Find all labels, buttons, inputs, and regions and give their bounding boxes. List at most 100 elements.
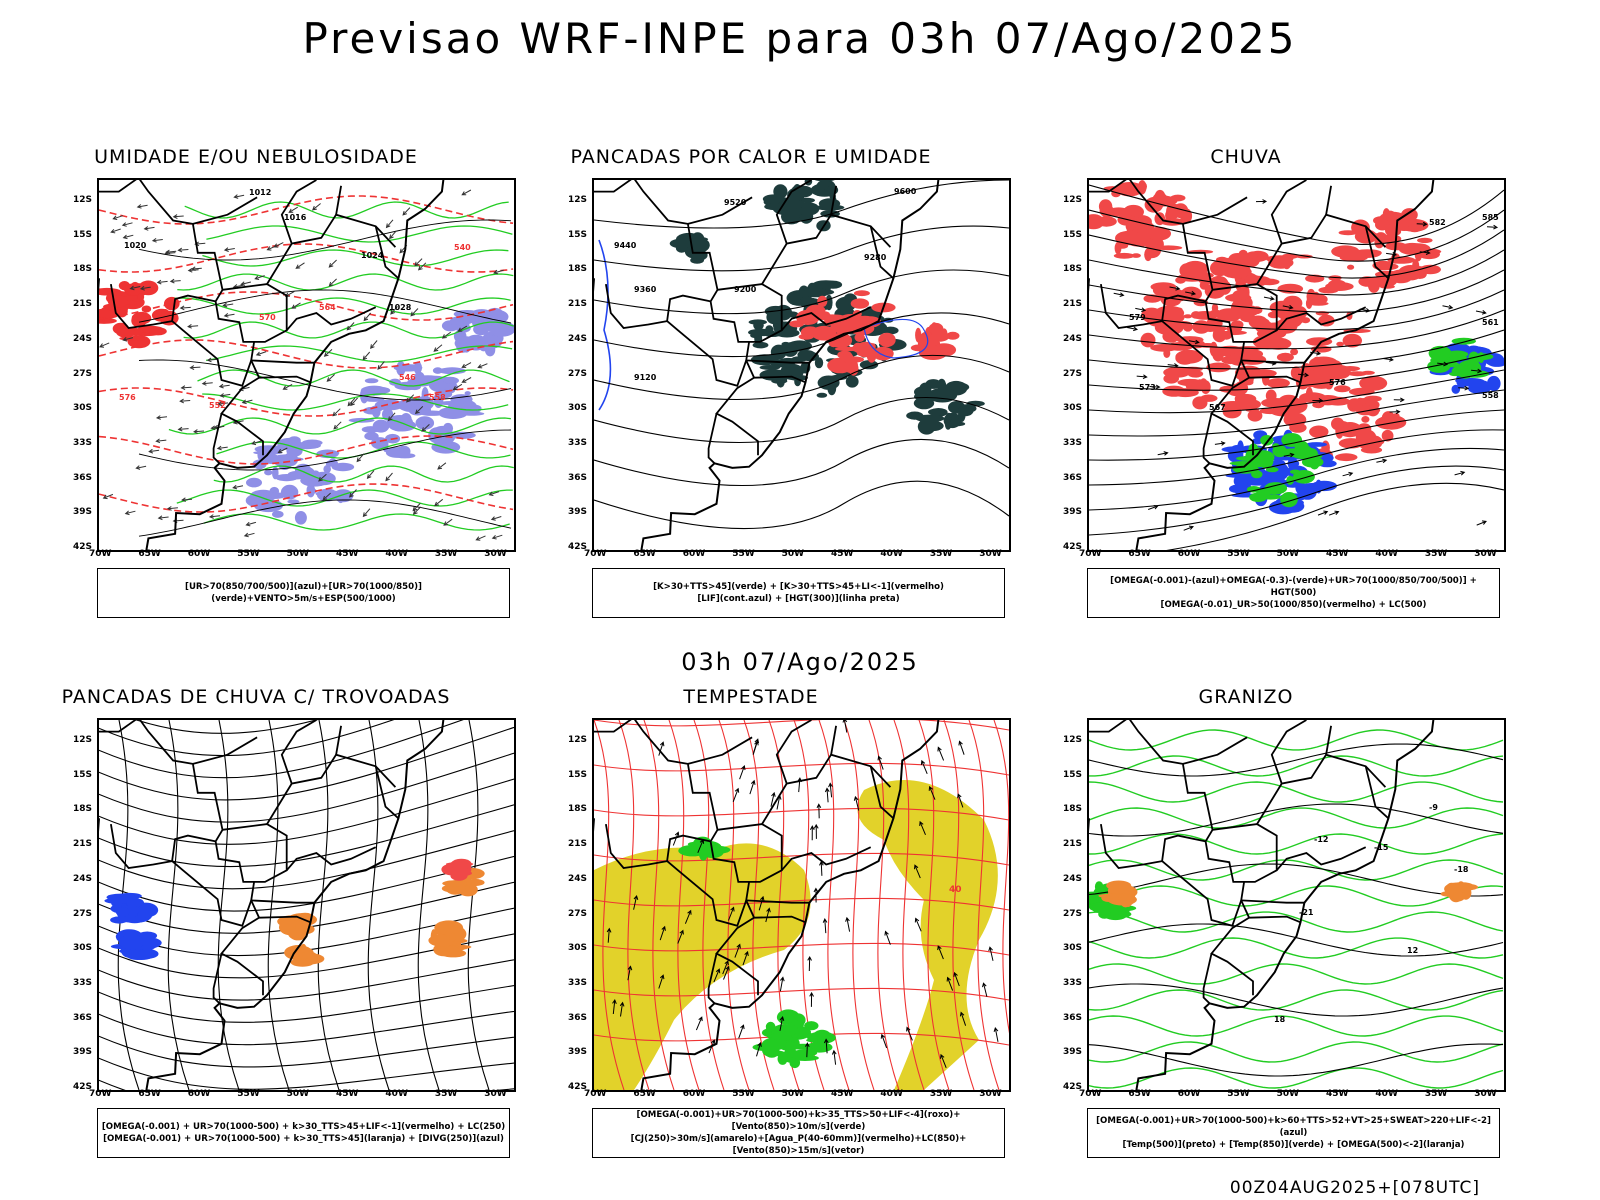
field-cell — [450, 316, 475, 325]
main-title: Previsao WRF-INPE para 03h 07/Ago/2025 — [302, 14, 1298, 63]
wind-vector — [362, 351, 371, 361]
lat-tick-label: 33S — [73, 437, 93, 448]
border-line — [717, 283, 783, 343]
field-cell — [1446, 882, 1457, 895]
border-line — [1276, 306, 1367, 331]
wind-vector — [488, 491, 500, 496]
border-line — [192, 736, 258, 765]
lon-tick-label: 35W — [434, 549, 458, 559]
wind-vector — [957, 793, 964, 808]
border-line — [1325, 725, 1332, 755]
wind-vector — [1148, 505, 1159, 510]
isoline — [176, 489, 513, 507]
isoline — [1089, 963, 1504, 985]
panel-legend: [OMEGA(-0.001) + UR>70(1000-500) + k>30_… — [97, 1108, 510, 1158]
border-line — [212, 953, 223, 1004]
streamline — [99, 959, 514, 1001]
border-line — [775, 720, 812, 784]
isoline — [138, 499, 512, 537]
field-cell — [835, 296, 856, 312]
wind-vector — [627, 965, 633, 981]
lon-tick-label: 40W — [880, 549, 903, 559]
lat-tick-label: 33S — [568, 977, 588, 988]
wind-vector — [332, 408, 341, 417]
lat-tick-label: 15S — [1063, 769, 1083, 780]
border-line — [594, 720, 759, 996]
lon-tick-label: 60W — [1177, 549, 1201, 559]
contour-label: 573 — [1139, 383, 1156, 392]
field-cell — [1238, 249, 1248, 260]
field-cell — [1347, 398, 1363, 409]
coastline — [640, 180, 940, 550]
wind-vector — [323, 349, 333, 357]
field-cell — [828, 332, 853, 348]
isoline — [1089, 1043, 1504, 1077]
field-cell — [297, 472, 327, 478]
field-cell — [1236, 348, 1264, 360]
field-cell — [1304, 458, 1317, 466]
panel-title: PANCADAS DE CHUVA C/ TROVOADAS — [61, 686, 451, 708]
isoline — [1089, 429, 1504, 486]
field-cell — [852, 342, 864, 353]
contour-label: 9360 — [634, 285, 657, 294]
field-cell — [413, 361, 422, 375]
wind-vector — [914, 917, 922, 932]
isoline — [177, 273, 514, 291]
lon-tick-label: 65W — [1128, 1089, 1151, 1099]
streamline — [417, 720, 440, 1090]
field-cell — [414, 371, 425, 383]
field-cell — [797, 1016, 804, 1032]
lat-tick-label: 12S — [1063, 195, 1083, 205]
contour-label: 1016 — [284, 213, 307, 222]
border-line — [266, 753, 397, 825]
isoline — [1089, 409, 1504, 461]
field-cell — [827, 381, 837, 396]
wind-vector — [318, 473, 327, 482]
field-cell — [814, 357, 824, 369]
legend-line: [OMEGA(-0.001)+UR>70(1000-500)+k>35_TTS>… — [636, 1110, 961, 1132]
border-line — [374, 226, 400, 279]
wind-vector — [156, 279, 168, 285]
field-cell — [415, 416, 435, 430]
lat-tick-label: 36S — [568, 472, 588, 483]
lat-tick-label: 33S — [1063, 437, 1083, 448]
field-cell — [1328, 364, 1351, 380]
field-cell — [1222, 404, 1242, 419]
field-cell — [1414, 247, 1423, 262]
border-line — [1241, 359, 1305, 364]
field-cell — [818, 198, 841, 209]
wind-vector — [845, 916, 851, 932]
field-cell — [1140, 332, 1156, 348]
lon-tick-label: 70W — [1079, 1089, 1102, 1099]
field-cell — [817, 1035, 828, 1047]
lon-tick-label: 55W — [1227, 549, 1250, 559]
streamline — [668, 720, 700, 1090]
wind-vector — [633, 894, 639, 910]
wind-vector — [417, 262, 427, 271]
field-cell — [1147, 226, 1171, 241]
lat-tick-label: 39S — [1063, 1047, 1083, 1058]
wind-vector — [346, 322, 355, 331]
wind-vector — [1476, 520, 1487, 526]
wind-vector — [179, 305, 191, 311]
field-cell — [1360, 446, 1383, 454]
lat-tick-label: 30S — [568, 403, 588, 414]
wind-vector — [277, 447, 288, 454]
border-line — [99, 720, 264, 996]
wind-vector — [765, 907, 771, 923]
streamline — [594, 720, 625, 1090]
lon-tick-label: 35W — [929, 549, 953, 559]
field-cell — [1289, 469, 1301, 474]
field-cell — [1209, 341, 1218, 357]
streamline — [99, 1079, 514, 1090]
border-line — [1276, 846, 1367, 871]
border-line — [1249, 915, 1301, 924]
isoline — [138, 359, 512, 401]
lat-tick-label: 27S — [568, 908, 588, 919]
contour-label: 576 — [119, 393, 136, 402]
field-cell — [762, 194, 784, 204]
field-cell — [1281, 304, 1297, 309]
lat-tick-label: 18S — [73, 264, 93, 275]
field-cell — [449, 932, 456, 942]
wind-vector — [219, 393, 231, 398]
